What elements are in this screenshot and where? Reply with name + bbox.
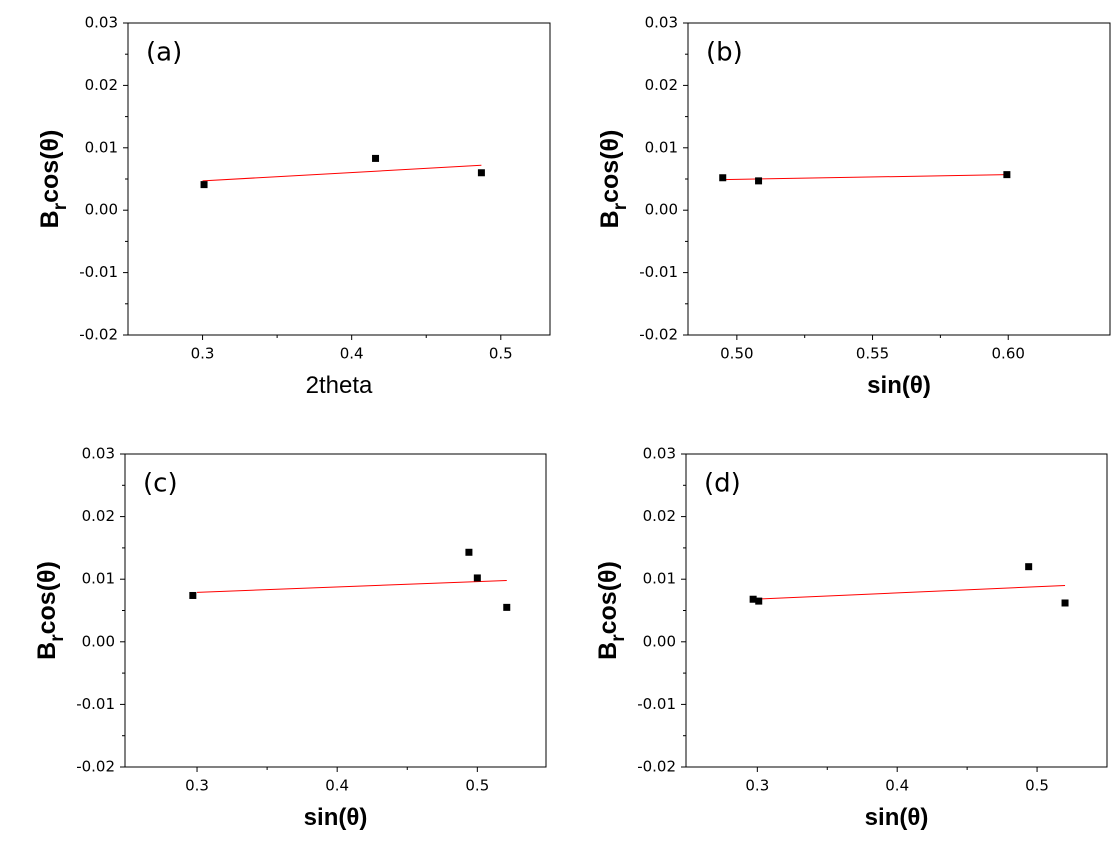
y-tick-label: -0.02 bbox=[639, 326, 678, 344]
y-tick-label: 0.01 bbox=[82, 570, 115, 588]
data-point bbox=[200, 181, 208, 189]
y-axis-label-part: r bbox=[50, 202, 71, 210]
x-tick-label: 0.5 bbox=[489, 345, 513, 363]
y-tick-label: 0.02 bbox=[82, 507, 115, 525]
data-point bbox=[1003, 171, 1011, 179]
data-point bbox=[1025, 563, 1033, 571]
y-axis-label: Brcos(θ) bbox=[594, 561, 629, 660]
panel-label: (b) bbox=[706, 38, 743, 68]
fit-line bbox=[202, 164, 482, 182]
y-axis-label-part: cos(θ) bbox=[33, 561, 61, 634]
x-axis-label: sin(θ) bbox=[304, 804, 368, 831]
data-point bbox=[1061, 599, 1069, 607]
y-tick-label: -0.02 bbox=[76, 758, 115, 776]
x-tick-label: 0.4 bbox=[885, 777, 909, 795]
y-tick-label: 0.02 bbox=[645, 76, 678, 94]
panel: -0.02 -0.01 0.00 0.01 0.02 0.03 0.3 0.4 0.5 (d) si… bbox=[594, 445, 1108, 831]
y-tick-label: 0.03 bbox=[643, 445, 676, 463]
data-point bbox=[477, 169, 485, 177]
y-tick-label: 0.03 bbox=[645, 14, 678, 32]
y-tick-label: -0.01 bbox=[76, 695, 115, 713]
y-axis-label: Brcos(θ) bbox=[36, 130, 71, 229]
y-axis-label-part: B bbox=[33, 642, 61, 660]
y-tick-label: 0.00 bbox=[643, 632, 676, 650]
y-tick-label: 0.03 bbox=[85, 14, 118, 32]
data-point bbox=[755, 177, 763, 185]
y-axis-label-part: B bbox=[594, 642, 622, 660]
y-tick-label: 0.03 bbox=[82, 445, 115, 463]
panel-label: (d) bbox=[704, 469, 741, 499]
y-tick-label: -0.01 bbox=[637, 695, 676, 713]
y-tick-label: -0.02 bbox=[637, 758, 676, 776]
x-tick-label: 0.60 bbox=[992, 345, 1025, 363]
data-point bbox=[189, 591, 197, 599]
x-tick-label: 0.3 bbox=[745, 777, 769, 795]
panel-label: (a) bbox=[146, 38, 182, 68]
y-axis-label-part: B bbox=[596, 210, 624, 228]
x-tick-label: 0.5 bbox=[465, 777, 489, 795]
y-axis-label-part: cos(θ) bbox=[596, 130, 624, 203]
y-tick-label: 0.02 bbox=[85, 76, 118, 94]
y-axis-label-part: cos(θ) bbox=[594, 561, 622, 634]
panel: -0.02 -0.01 0.00 0.01 0.02 0.03 0.3 0.4 0.5 (c) si… bbox=[33, 445, 547, 831]
x-axis-label: 2theta bbox=[306, 372, 373, 399]
y-tick-label: 0.00 bbox=[82, 632, 115, 650]
fit-line bbox=[197, 579, 507, 593]
x-tick-label: 0.55 bbox=[856, 345, 889, 363]
fit-line bbox=[753, 584, 1066, 600]
y-tick-label: 0.00 bbox=[85, 201, 118, 219]
y-axis-label-part: r bbox=[608, 634, 629, 642]
x-tick-label: 0.4 bbox=[325, 777, 349, 795]
x-axis-label: sin(θ) bbox=[865, 804, 929, 831]
fit-line bbox=[722, 174, 1007, 181]
x-tick-label: 0.3 bbox=[185, 777, 209, 795]
panel: -0.02 -0.01 0.00 0.01 0.02 0.03 0.3 0.4 0.5 (a) 2t… bbox=[36, 14, 551, 399]
x-tick-label: 0.50 bbox=[720, 345, 753, 363]
y-axis-label-part: r bbox=[610, 202, 631, 210]
x-tick-label: 0.5 bbox=[1025, 777, 1049, 795]
data-point bbox=[473, 574, 481, 582]
y-axis-label: Brcos(θ) bbox=[596, 130, 631, 229]
y-tick-label: 0.00 bbox=[645, 201, 678, 219]
y-axis-label-part: cos(θ) bbox=[36, 130, 64, 203]
x-axis-label: sin(θ) bbox=[867, 372, 931, 399]
y-axis-label: Brcos(θ) bbox=[33, 561, 68, 660]
y-tick-label: 0.01 bbox=[85, 138, 118, 156]
x-tick-label: 0.3 bbox=[191, 345, 215, 363]
data-point bbox=[465, 548, 473, 556]
data-point bbox=[372, 154, 380, 162]
data-point bbox=[749, 595, 757, 603]
plot-frame bbox=[685, 453, 1108, 768]
y-tick-label: 0.02 bbox=[643, 507, 676, 525]
y-axis-label-part: B bbox=[36, 210, 64, 228]
data-point bbox=[755, 597, 763, 605]
data-point bbox=[503, 603, 511, 611]
plot-frame bbox=[124, 453, 547, 768]
y-tick-label: 0.01 bbox=[643, 570, 676, 588]
data-point bbox=[719, 174, 727, 182]
plot-frame bbox=[127, 22, 551, 336]
y-tick-label: -0.02 bbox=[79, 326, 118, 344]
panel-label: (c) bbox=[143, 469, 178, 499]
y-tick-label: -0.01 bbox=[79, 263, 118, 281]
x-tick-label: 0.4 bbox=[340, 345, 364, 363]
y-tick-label: -0.01 bbox=[639, 263, 678, 281]
panel: -0.02 -0.01 0.00 0.01 0.02 0.03 0.50 0.55 0.60 (b… bbox=[596, 14, 1111, 399]
y-tick-label: 0.01 bbox=[645, 138, 678, 156]
y-axis-label-part: r bbox=[47, 634, 68, 642]
